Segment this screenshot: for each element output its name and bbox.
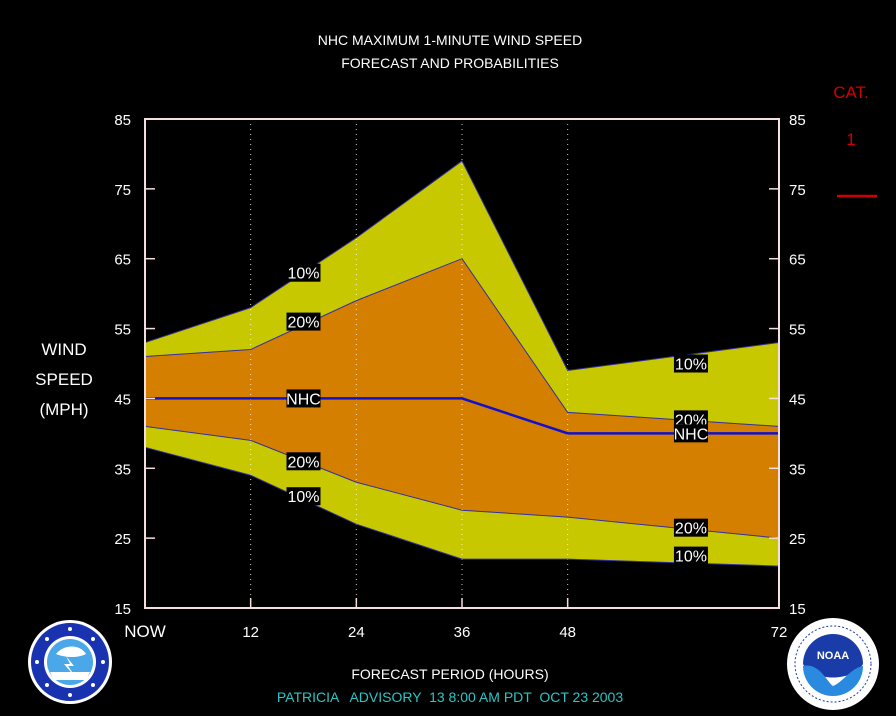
y-tick-label-right: 35 [789, 461, 806, 478]
annotation-bg [286, 389, 321, 408]
annotation-label: NHC [673, 424, 709, 443]
x-tick-label: 24 [348, 624, 365, 641]
annotation-bg [286, 452, 321, 471]
x-axis-label: FORECAST PERIOD (HOURS) [351, 666, 548, 682]
annotation-text: 10% [675, 549, 707, 566]
x-tick-label: 48 [559, 624, 576, 641]
annotation-text: 20% [675, 521, 707, 538]
annotation-bg [286, 263, 321, 282]
annotation-label: 10% [673, 354, 708, 374]
annotation-bg [286, 487, 321, 506]
annotation-label: 10% [286, 487, 321, 506]
annotation-bg [286, 312, 321, 331]
annotation-label: 20% [286, 452, 321, 471]
y-axis-label-line: WIND [41, 340, 86, 359]
series-upper-10-line [144, 160, 780, 372]
series-lower-10-line [144, 446, 780, 567]
annotation-text: 10% [287, 266, 319, 283]
y-tick-label-left: 25 [114, 531, 131, 548]
annotation-label: 10% [286, 263, 321, 283]
annotation-text: NHC [286, 391, 321, 408]
annotation-bg [673, 546, 708, 565]
y-tick-label-right: 55 [789, 322, 806, 339]
y-tick-label-right: 15 [789, 601, 806, 618]
noaa-text: NOAA [817, 650, 849, 662]
category-legend: CAT. 1 [833, 83, 877, 198]
x-tick-label: 12 [242, 624, 259, 641]
x-tick-label: NOW [124, 622, 166, 641]
annotation-label: NHC [286, 389, 321, 408]
y-axis-label-line: (MPH) [39, 400, 88, 419]
noaa-seal-icon: NOAA [787, 618, 879, 710]
y-axis-label-line: SPEED [35, 370, 93, 389]
chart-subtitle: FORECAST AND PROBABILITIES [341, 55, 559, 71]
y-tick-label-right: 25 [789, 531, 806, 548]
series-lower-20-line [144, 425, 780, 539]
annotation-text: 10% [675, 357, 707, 374]
y-tick-label-right: 75 [789, 182, 806, 199]
annotation-label: 10% [673, 546, 708, 566]
x-tick-label: 36 [454, 624, 471, 641]
series-nhc-line [145, 397, 779, 435]
annotation-bg [673, 410, 708, 429]
annotation-text: 20% [287, 454, 319, 471]
y-tick-label-left: 85 [114, 112, 131, 129]
y-tick-label-left: 15 [114, 601, 131, 618]
category-title: CAT. [833, 83, 869, 102]
y-tick-label-right: 85 [789, 112, 806, 129]
x-tick-label: 72 [771, 624, 788, 641]
y-tick-label-left: 65 [114, 252, 131, 269]
series-lines [144, 160, 780, 567]
y-axis-label: WIND SPEED (MPH) [35, 340, 93, 419]
annotation-label: 20% [286, 312, 321, 332]
series-upper-20-line [144, 258, 780, 427]
y-tick-label-right: 65 [789, 252, 806, 269]
category-value: 1 [846, 130, 855, 149]
annotation-bg [673, 518, 708, 537]
chart-title: NHC MAXIMUM 1-MINUTE WIND SPEED [318, 32, 582, 48]
y-tick-label-left: 75 [114, 182, 131, 199]
annotation-text: 10% [287, 489, 319, 506]
annotation-text: 20% [287, 315, 319, 332]
annotation-bg [673, 424, 708, 443]
y-tick-label-left: 45 [114, 391, 131, 408]
y-tick-label-left: 55 [114, 322, 131, 339]
x-axis-ticks: NOW 12 24 36 48 72 [124, 598, 787, 641]
y-tick-label-left: 35 [114, 461, 131, 478]
annotation-bg [673, 354, 708, 373]
y-axis-ticks: 15 15 25 25 35 35 45 45 55 55 65 65 75 75 85 85 [114, 112, 805, 618]
annotation-text: NHC [674, 426, 709, 443]
annotation-label: 20% [673, 518, 708, 538]
national-weather-service-seal-icon [28, 620, 112, 704]
advisory-footer: PATRICIA ADVISORY 13 8:00 AM PDT OCT 23 … [277, 689, 623, 705]
y-tick-label-right: 45 [789, 391, 806, 408]
